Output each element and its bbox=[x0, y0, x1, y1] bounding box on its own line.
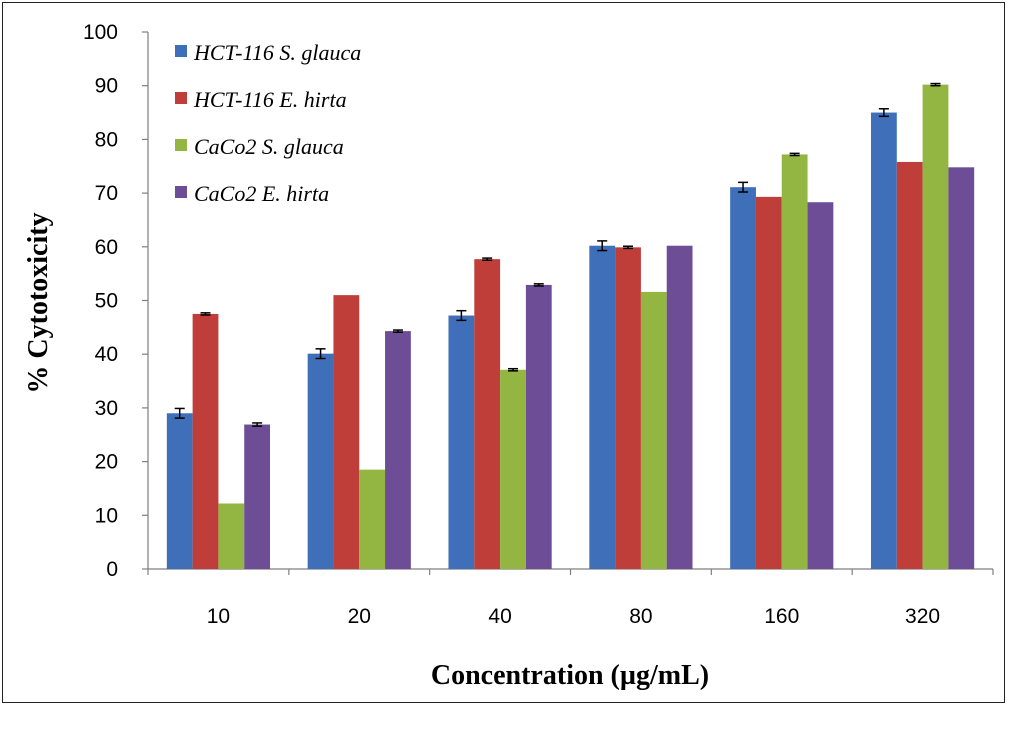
legend-swatch bbox=[175, 186, 187, 198]
legend-label: CaCo2 S. glauca bbox=[194, 134, 344, 159]
bar bbox=[589, 245, 616, 569]
x-tick-label: 10 bbox=[207, 605, 230, 628]
y-tick-label: 90 bbox=[95, 75, 118, 98]
bar bbox=[218, 503, 245, 569]
bar bbox=[333, 295, 360, 569]
y-tick-label: 10 bbox=[95, 504, 118, 527]
bar-chart: 0 10 20 30 40 50 60 70 80 90 100 10 20 40 80 160 320 HCT-… bbox=[23, 21, 994, 691]
y-tick-label: 20 bbox=[95, 451, 118, 474]
y-tick-label: 100 bbox=[83, 21, 118, 44]
bar bbox=[730, 187, 756, 569]
y-tick-label: 70 bbox=[95, 182, 118, 205]
bar bbox=[922, 84, 949, 569]
bar bbox=[166, 413, 193, 569]
bar bbox=[192, 313, 219, 569]
chart-frame: 0 10 20 30 40 50 60 70 80 90 100 10 20 40 80 160 320 HCT-… bbox=[2, 2, 1005, 703]
legend-swatch bbox=[175, 139, 187, 151]
x-tick-label: 160 bbox=[764, 605, 799, 628]
y-axis-title: % Cytotoxicity bbox=[23, 212, 54, 393]
bar bbox=[474, 259, 501, 569]
y-tick-label: 50 bbox=[95, 290, 118, 313]
legend-label: HCT-116 E. hirta bbox=[193, 87, 347, 112]
legend-swatch bbox=[175, 92, 187, 104]
bar bbox=[359, 469, 386, 569]
bar bbox=[781, 154, 808, 569]
bar bbox=[896, 161, 923, 570]
legend-label: HCT-116 S. glauca bbox=[193, 40, 361, 65]
bar bbox=[385, 331, 411, 569]
bar bbox=[525, 284, 552, 569]
x-tick-label: 20 bbox=[348, 605, 371, 628]
bar bbox=[307, 353, 334, 569]
x-tick-label: 40 bbox=[488, 605, 511, 628]
y-tick-label: 0 bbox=[106, 558, 118, 581]
y-tick-label: 40 bbox=[95, 343, 118, 366]
bar bbox=[448, 315, 475, 569]
bar bbox=[244, 424, 271, 569]
y-tick-label: 30 bbox=[95, 397, 118, 420]
bar bbox=[807, 202, 834, 569]
bar bbox=[948, 167, 975, 569]
legend-label: CaCo2 E. hirta bbox=[194, 181, 329, 206]
legend-swatch bbox=[175, 45, 187, 57]
bar bbox=[640, 291, 667, 569]
bar bbox=[755, 196, 782, 569]
bar bbox=[666, 245, 693, 569]
x-tick-label: 320 bbox=[905, 605, 940, 628]
y-tick-label: 60 bbox=[95, 236, 118, 259]
bar bbox=[870, 112, 897, 570]
y-tick-label: 80 bbox=[95, 128, 118, 151]
bar bbox=[500, 369, 526, 569]
x-axis-title: Concentration (µg/mL) bbox=[431, 660, 709, 691]
x-tick-label: 80 bbox=[629, 605, 652, 628]
bar bbox=[615, 247, 641, 569]
